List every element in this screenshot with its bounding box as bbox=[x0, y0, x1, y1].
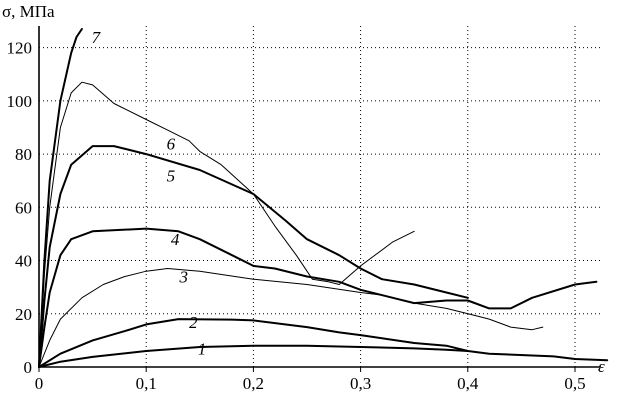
curve-label-3: 3 bbox=[178, 268, 188, 287]
axes bbox=[38, 26, 600, 368]
curve-7 bbox=[38, 28, 83, 368]
curve-4 bbox=[38, 227, 598, 368]
grid bbox=[39, 24, 600, 367]
curve-labels: 12 3 4 5 6 7 bbox=[92, 28, 207, 358]
ticks: 0 0,1 0,2 0,3 0,4 0,5 0 20 40 60 80 100 120 bbox=[7, 39, 586, 393]
curve-2 bbox=[38, 318, 609, 368]
x-tick-label: 0 bbox=[35, 374, 44, 393]
x-tick-label: 0,4 bbox=[457, 374, 479, 393]
y-tick-label: 120 bbox=[7, 39, 33, 58]
curve-label-7: 7 bbox=[92, 28, 102, 47]
y-tick-label: 80 bbox=[15, 145, 32, 164]
x-tick-label: 0,2 bbox=[243, 374, 264, 393]
y-axis-title: σ, МПа bbox=[2, 2, 55, 21]
curve-label-2: 2 bbox=[189, 313, 198, 332]
y-tick-label: 100 bbox=[7, 92, 33, 111]
x-axis-title: ε bbox=[598, 357, 605, 376]
y-tick-label: 0 bbox=[24, 358, 33, 377]
curve-label-5: 5 bbox=[167, 166, 176, 185]
y-tick-label: 60 bbox=[15, 198, 32, 217]
y-tick-label: 20 bbox=[15, 305, 32, 324]
curve-5 bbox=[38, 145, 469, 368]
curve-label-6: 6 bbox=[167, 134, 176, 153]
x-tick-label: 0,1 bbox=[136, 374, 157, 393]
curves bbox=[38, 28, 609, 368]
curve-label-1: 1 bbox=[198, 339, 207, 358]
curve-1 bbox=[38, 344, 469, 368]
curve-3 bbox=[38, 268, 544, 368]
x-tick-label: 0,5 bbox=[564, 374, 585, 393]
curve-label-4: 4 bbox=[171, 230, 180, 249]
y-tick-label: 40 bbox=[15, 252, 32, 271]
curve-6 bbox=[38, 81, 415, 368]
x-tick-label: 0,3 bbox=[350, 374, 371, 393]
